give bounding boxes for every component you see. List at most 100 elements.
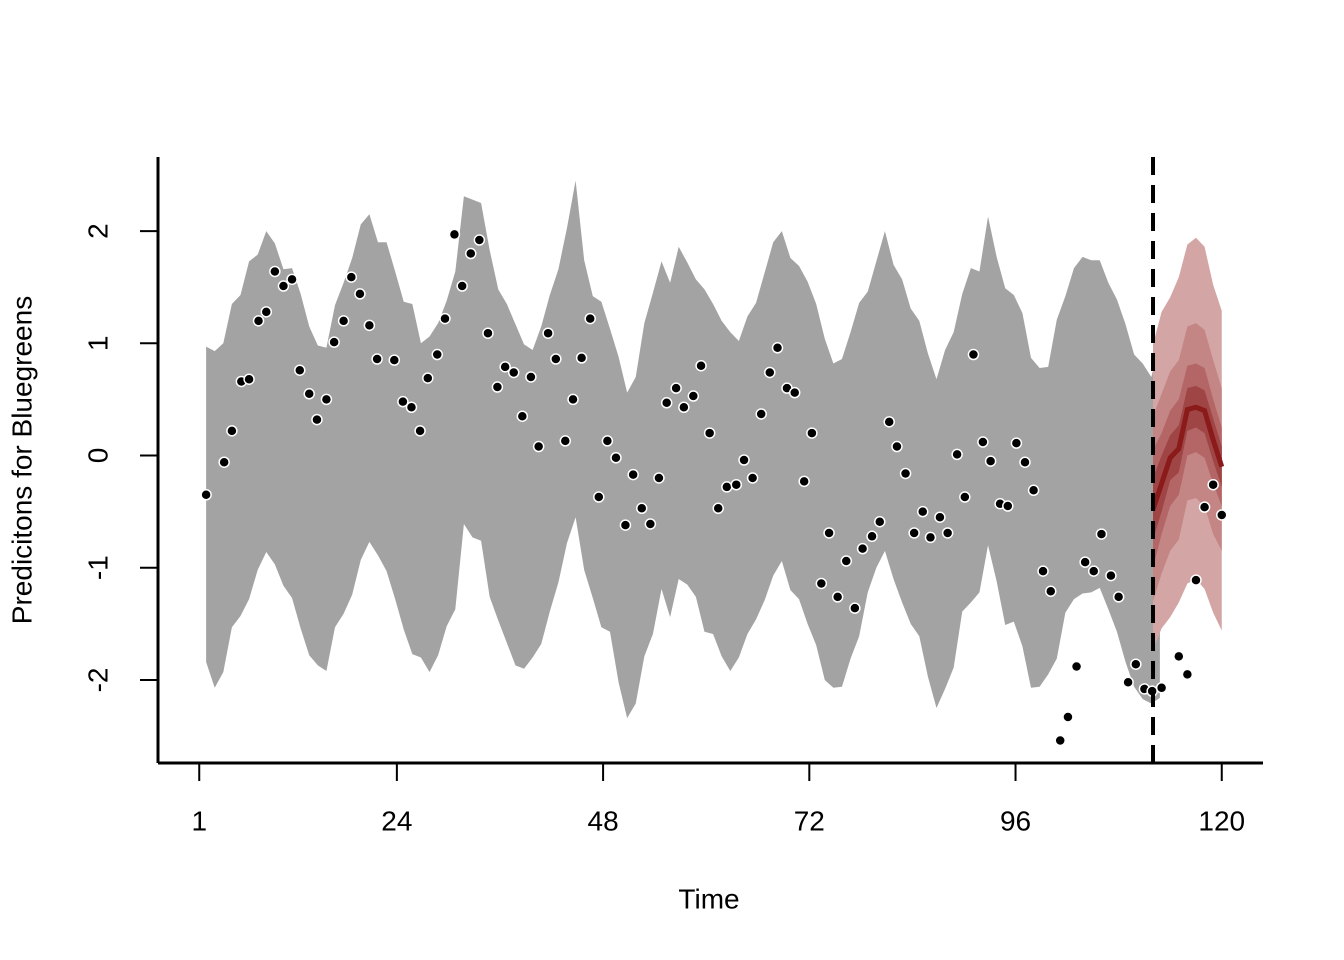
observed-point <box>601 435 614 447</box>
observed-point <box>1019 456 1031 468</box>
observed-point <box>1054 734 1066 747</box>
observed-point <box>1181 668 1194 681</box>
observed-point <box>1190 574 1202 586</box>
observed-point <box>354 288 366 300</box>
observed-point <box>371 353 383 365</box>
observed-point <box>660 397 673 409</box>
observed-point <box>482 327 494 339</box>
observed-point <box>269 265 281 278</box>
forecast-band <box>1153 385 1222 540</box>
observed-point <box>644 518 657 530</box>
observed-point <box>866 530 878 543</box>
observed-point <box>755 408 767 420</box>
observed-point <box>959 491 971 503</box>
observed-point <box>1207 478 1219 491</box>
observed-point <box>856 542 869 555</box>
observed-point <box>218 456 230 468</box>
observed-point <box>1095 528 1108 540</box>
observed-point <box>431 348 444 361</box>
observed-point <box>771 342 784 354</box>
x-tick-label: 120 <box>1198 805 1245 836</box>
observed-point <box>1002 500 1014 512</box>
observed-point <box>593 491 605 503</box>
observed-point <box>507 366 520 379</box>
observed-point <box>303 388 315 400</box>
observed-point <box>1045 585 1057 598</box>
observed-point <box>388 354 401 366</box>
observed-point <box>798 475 810 488</box>
observed-point <box>277 280 290 292</box>
x-tick-label: 72 <box>794 805 825 836</box>
observed-point <box>405 401 418 414</box>
observed-point <box>260 306 273 318</box>
y-tick-label: 2 <box>82 223 113 239</box>
observed-point <box>1155 682 1168 694</box>
y-axis-label: Predicitons for Bluegreens <box>6 296 37 624</box>
observed-point <box>703 427 716 439</box>
observed-point <box>678 401 690 414</box>
observed-point <box>439 312 451 325</box>
observed-point <box>951 448 963 461</box>
observed-point <box>1105 569 1117 582</box>
observed-point <box>746 472 759 484</box>
observed-point <box>1130 658 1142 670</box>
observed-point <box>584 312 596 325</box>
observed-point <box>788 386 801 399</box>
observed-point <box>849 602 861 614</box>
plot-area: -2 -1 0 1 2 1 24 48 72 96 120 <box>82 157 1263 836</box>
observed-point <box>721 481 733 493</box>
x-tick-label: 24 <box>381 805 412 836</box>
observed-point <box>1037 565 1049 577</box>
observed-point <box>831 591 844 603</box>
x-tick-label: 96 <box>1000 805 1031 836</box>
observed-point <box>345 271 358 283</box>
x-axis-label: Time <box>678 883 739 914</box>
observed-point <box>764 366 776 379</box>
observed-point <box>525 371 537 383</box>
observed-point <box>610 452 622 464</box>
observed-point <box>687 390 700 402</box>
observed-point <box>456 280 468 292</box>
y-tick-label: 0 <box>82 448 113 464</box>
observed-point <box>712 502 724 515</box>
observed-point <box>695 359 707 372</box>
observed-point <box>550 353 562 365</box>
observed-point <box>874 515 886 528</box>
observed-point <box>448 228 461 241</box>
observed-point <box>516 410 529 422</box>
observed-point <box>1173 650 1185 663</box>
observed-point <box>567 393 579 406</box>
observed-point <box>252 315 265 327</box>
observed-point <box>473 234 486 246</box>
observed-point <box>542 327 554 339</box>
observed-point <box>1027 484 1040 497</box>
observed-point <box>916 505 929 518</box>
observed-point <box>422 372 434 384</box>
y-tick-label: -1 <box>82 555 113 580</box>
observed-point <box>559 435 572 447</box>
observed-point <box>619 519 632 531</box>
observed-point <box>883 416 895 428</box>
observed-point <box>363 319 376 332</box>
observed-point <box>941 527 954 539</box>
observed-point <box>1070 660 1083 673</box>
observed-point <box>891 440 903 453</box>
observed-point <box>320 393 333 406</box>
observed-point <box>499 361 511 373</box>
observed-point <box>414 425 426 437</box>
observed-point <box>840 555 853 567</box>
observed-point <box>977 436 989 448</box>
observed-point <box>653 472 665 484</box>
observed-point <box>908 527 920 539</box>
x-tick-label: 48 <box>588 805 619 836</box>
observed-point <box>730 478 743 491</box>
observed-point <box>934 511 946 523</box>
observed-point <box>1079 556 1091 568</box>
x-tick-label: 1 <box>191 805 207 836</box>
forecast-median <box>1150 404 1225 511</box>
observed-point <box>575 352 588 364</box>
observed-point <box>670 382 682 394</box>
observed-point <box>226 425 238 437</box>
observed-point <box>337 315 350 327</box>
